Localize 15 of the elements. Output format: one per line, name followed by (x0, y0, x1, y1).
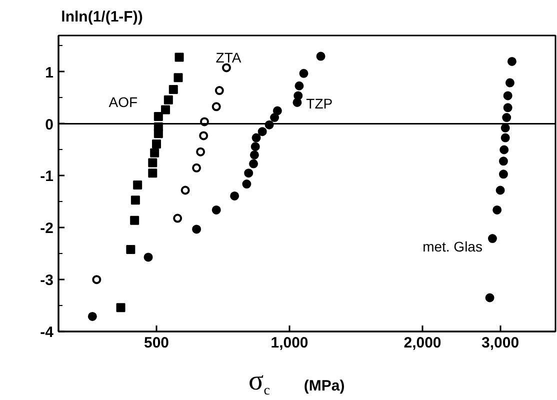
x-tick-label: 500 (144, 334, 170, 352)
y-tick-label: -1 (40, 168, 54, 186)
y-axis-title: lnln(1/(1-F)) (61, 8, 143, 26)
y-tick-label: 0 (45, 116, 54, 134)
y-tick-label: 1 (45, 64, 54, 82)
y-tick-label: -4 (40, 324, 54, 341)
series-label: ZTA (216, 50, 242, 66)
series-label: met. Glas (422, 238, 482, 255)
series-label: AOF (108, 94, 138, 110)
y-tick-label: -3 (40, 272, 54, 290)
x-tick-label: 3,000 (482, 334, 520, 352)
x-tick-label: 1,000 (270, 334, 308, 352)
y-tick-label: -2 (40, 220, 54, 238)
x-tick-label: 2,000 (404, 334, 442, 352)
series-label: TZP (306, 96, 333, 112)
